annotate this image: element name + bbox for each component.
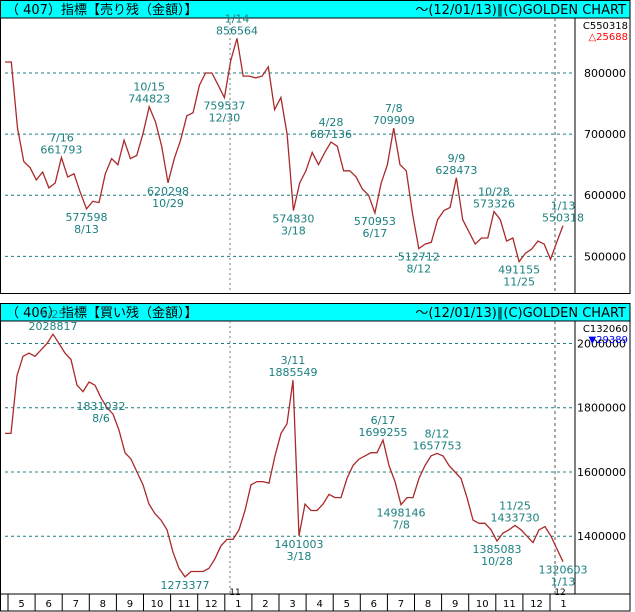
x-axis-month-label: 1 <box>560 599 566 610</box>
panel2-data-label: 8/12 <box>425 427 450 440</box>
panel1-data-label: 10/29 <box>152 197 184 210</box>
panel1-data-label: 759537 <box>203 100 245 113</box>
panel1-data-label: 628473 <box>435 164 477 177</box>
panel1-data-label: 577598 <box>66 211 108 224</box>
panel1-data-label: 856564 <box>216 24 258 37</box>
panel2-data-label: 1498146 <box>377 507 426 520</box>
panel2-frame <box>0 303 631 595</box>
x-axis-year-label: 11 <box>229 588 240 598</box>
panel2-y-tick-label: 2000000 <box>577 337 626 350</box>
x-axis-month-label: 12 <box>530 599 543 610</box>
panel2-data-label: 1/13 <box>551 576 576 589</box>
x-axis-month-label: 6 <box>45 599 51 610</box>
panel2-data-label: 1699255 <box>359 426 408 439</box>
x-axis-month-label: 5 <box>344 599 350 610</box>
panel1-y-tick-label: 500000 <box>584 250 626 263</box>
panel1-y-tick-label: 800000 <box>584 67 626 80</box>
panel1-data-label: 687136 <box>310 128 352 141</box>
panel1-data-label: 661793 <box>40 143 82 156</box>
panel2-y-tick-label: 1600000 <box>577 466 626 479</box>
panel1-data-label: 744823 <box>128 93 170 106</box>
panel1-data-label: 4/28 <box>319 116 344 129</box>
panel1-data-label: 10/15 <box>133 81 165 94</box>
x-axis-month-label: 10 <box>476 599 489 610</box>
x-axis-month-label: 3 <box>289 599 295 610</box>
panel1-data-label: 574830 <box>272 213 314 226</box>
panel1-data-label: 8/13 <box>74 223 99 236</box>
panel1-data-label: 8/12 <box>406 263 431 276</box>
panel1-data-label: 7/16 <box>49 131 74 144</box>
panel2-data-label: 1657753 <box>413 439 462 452</box>
x-axis-month-label: 11 <box>503 599 516 610</box>
panel1-data-label: 10/28 <box>478 186 510 199</box>
panel2-data-label: 8/6 <box>92 412 110 425</box>
x-axis-month-label: 1 <box>235 599 241 610</box>
x-axis-month-label: 7 <box>398 599 404 610</box>
panel2-data-label: 10/28 <box>481 555 513 568</box>
panel1-data-label: 709909 <box>373 114 415 127</box>
panel2-data-label: 1320603 <box>539 564 588 577</box>
x-axis-month-label: 8 <box>100 599 106 610</box>
panel1-title-bar <box>1 1 630 18</box>
x-axis-month-label: 7 <box>73 599 79 610</box>
panel2-data-label: 1885549 <box>269 366 318 379</box>
panel2-data-label: 1273377 <box>161 579 210 592</box>
panel1-data-label: 3/18 <box>281 225 306 238</box>
panel2-title-bar <box>1 304 630 321</box>
x-axis-month-label: 8 <box>425 599 431 610</box>
panel1-latest-value: C550318 <box>583 21 628 32</box>
panel1-title: （ 407）指標【売り残（金額）】 <box>6 2 197 18</box>
panel1-y-tick-label: 700000 <box>584 128 626 141</box>
panel1-change-value: △25688 <box>588 32 628 43</box>
panel1-series-line <box>5 38 564 264</box>
panel1-data-label: 1/14 <box>225 12 250 25</box>
panel2-data-label: 3/11 <box>281 354 306 367</box>
panel1-data-label: 12/30 <box>209 112 241 125</box>
panel2-data-label: 1433730 <box>491 511 540 524</box>
panel2-data-label: 11/25 <box>499 499 531 512</box>
x-axis-month-label: 10 <box>151 599 164 610</box>
panel2-data-label: 2028817 <box>29 320 78 333</box>
panel2-data-label: 6/25 <box>41 308 66 321</box>
panel1-y-tick-label: 600000 <box>584 189 626 202</box>
panel2-y-tick-label: 1400000 <box>577 530 626 543</box>
x-axis-month-label: 9 <box>127 599 133 610</box>
panel1-data-label: 7/8 <box>385 102 403 115</box>
panel2-data-label: 1831032 <box>77 400 126 413</box>
x-axis-month-label: 4 <box>316 599 322 610</box>
panel1-data-label: 9/9 <box>448 152 466 165</box>
panel1-data-label: 550318 <box>542 212 584 225</box>
panel2-change-value: ▼29389 <box>588 335 628 346</box>
panel1-date-label: ～(12/01/13)∥(C)GOLDEN CHART <box>415 3 626 18</box>
panel1-data-label: 11/25 <box>503 276 535 289</box>
x-axis-month-label: 12 <box>205 599 218 610</box>
panel1-data-label: 620298 <box>147 185 189 198</box>
panel2-data-label: 3/18 <box>287 550 312 563</box>
x-axis-month-label: 2 <box>262 599 268 610</box>
x-axis-month-label: 6 <box>371 599 377 610</box>
x-axis-year-label: 12 <box>554 588 565 598</box>
panel2-latest-value: C132060 <box>583 324 628 335</box>
panel1-data-label: 512712 <box>398 251 440 264</box>
x-axis-month-label: 5 <box>18 599 24 610</box>
panel2-title: （ 406）指標【買い残（金額）】 <box>6 305 197 321</box>
panel2-y-tick-label: 1800000 <box>577 402 626 415</box>
panel2-data-label: 1385083 <box>473 543 522 556</box>
panel1-data-label: 491155 <box>498 264 540 277</box>
panel2-date-label: ～(12/01/13)∥(C)GOLDEN CHART <box>415 306 626 321</box>
x-axis-frame <box>0 593 631 612</box>
panel1-data-label: 1/13 <box>551 200 576 213</box>
x-axis-month-label: 11 <box>178 599 191 610</box>
x-axis-month-label: 9 <box>452 599 458 610</box>
panel1-data-label: 6/17 <box>363 227 388 240</box>
panel1-data-label: 570953 <box>354 215 396 228</box>
panel1-frame <box>0 0 631 294</box>
panel1-data-label: 573326 <box>473 198 515 211</box>
panel2-data-label: 1401003 <box>275 538 324 551</box>
panel2-data-label: 6/17 <box>371 414 396 427</box>
panel2-series-line <box>5 333 564 578</box>
panel2-data-label: 7/8 <box>392 519 410 532</box>
